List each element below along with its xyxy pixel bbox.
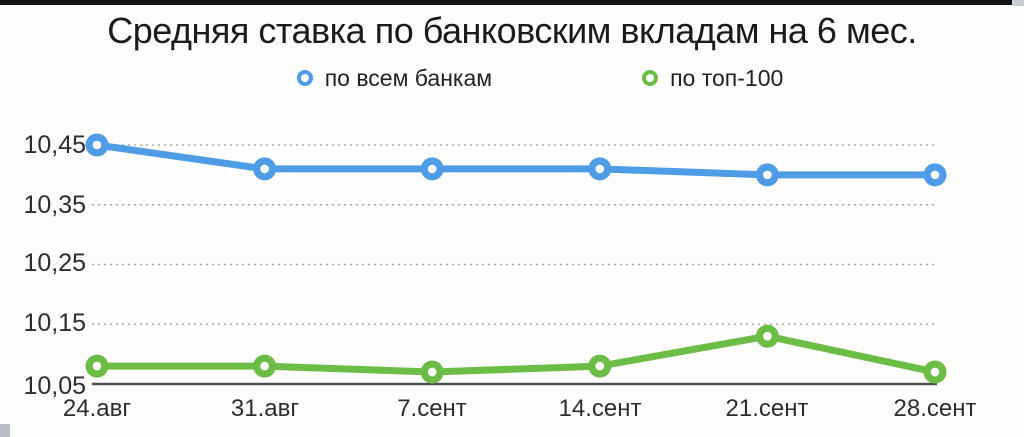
x-axis-tick: 28.сент xyxy=(893,395,977,422)
bottom-left-artifact xyxy=(0,424,10,437)
data-point-hole xyxy=(92,140,102,150)
x-axis-tick: 14.сент xyxy=(558,395,642,422)
legend-ring-icon-green xyxy=(642,70,659,86)
data-point-hole xyxy=(92,361,102,371)
legend-item-top-100: по топ-100 xyxy=(642,65,783,92)
data-point-hole xyxy=(260,164,269,174)
x-axis-tick: 31.авг xyxy=(230,395,300,422)
data-point-hole xyxy=(427,164,437,174)
legend-label-top-100: по топ-100 xyxy=(670,64,784,91)
data-point-hole xyxy=(763,331,772,341)
data-point-hole xyxy=(930,367,940,377)
x-axis-tick: 24.авг xyxy=(62,395,132,422)
y-axis-tick: 10,35 xyxy=(23,191,86,219)
data-point-hole xyxy=(260,361,269,371)
series-line-0 xyxy=(93,141,939,179)
legend: по всем банкам по топ-100 xyxy=(28,63,1024,93)
top-border-bar xyxy=(0,0,1012,5)
x-axis-tick: 7.сент xyxy=(397,395,467,422)
y-axis-tick: 10,15 xyxy=(23,309,86,337)
y-axis-tick: 10,45 xyxy=(23,131,86,159)
data-point-hole xyxy=(595,361,605,371)
data-point-hole xyxy=(427,367,437,377)
series-line-1 xyxy=(93,332,939,376)
data-point-hole xyxy=(930,170,940,180)
y-axis-tick: 10,25 xyxy=(23,249,86,277)
x-axis-tick: 21.сент xyxy=(725,395,809,422)
data-point-hole xyxy=(763,170,772,180)
data-point-hole xyxy=(595,164,605,174)
top-border-bar-tail xyxy=(1012,0,1024,6)
legend-label-all-banks: по всем банкам xyxy=(324,64,493,91)
legend-item-all-banks: по всем банкам xyxy=(296,64,493,92)
y-axis-tick: 10,05 xyxy=(23,372,86,400)
chart-title: Средняя ставка по банковским вкладам на … xyxy=(107,10,917,51)
legend-ring-icon-blue xyxy=(296,70,313,86)
